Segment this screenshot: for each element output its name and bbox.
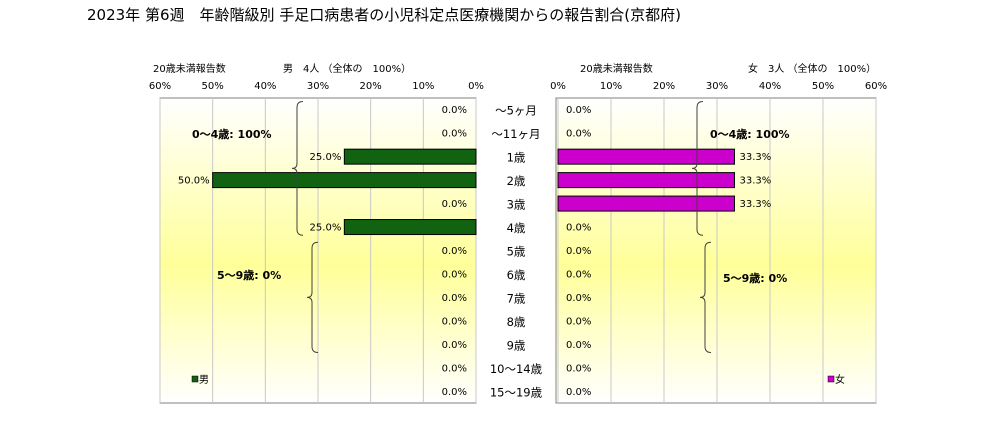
category-label: 8歳 bbox=[507, 315, 526, 329]
bar bbox=[557, 172, 735, 189]
data-label: 0.0% bbox=[442, 293, 467, 304]
bar bbox=[343, 148, 477, 165]
category-label: 7歳 bbox=[507, 291, 526, 305]
female-panel: 0% 10% 20% 30% 40% 50% 60% 20歳未満報告数 女 3人 （全体の 10… bbox=[550, 62, 887, 404]
data-label: 0.0% bbox=[566, 316, 591, 327]
data-label: 33.3% bbox=[739, 199, 771, 210]
age-bracket bbox=[699, 241, 712, 354]
data-label: 0.0% bbox=[566, 246, 591, 257]
legend-swatch bbox=[827, 375, 835, 383]
tick-label: 50% bbox=[812, 81, 834, 92]
category-labels: ～5ヶ月 ～11ヶ月 1歳 2歳 3歳 4歳 5歳 6歳 7歳 8歳 9歳 10～14歳 15～19歳 bbox=[490, 104, 543, 400]
age-bracket bbox=[691, 101, 704, 236]
category-label: 3歳 bbox=[507, 198, 526, 212]
tick-label: 50% bbox=[202, 81, 224, 92]
subtitle-left: 20歳未満報告数 bbox=[153, 62, 226, 75]
data-label: 0.0% bbox=[566, 363, 591, 374]
subtitle-left: 20歳未満報告数 bbox=[580, 62, 653, 75]
category-label: 2歳 bbox=[507, 174, 526, 188]
subtitle-right: 女 3人 （全体の 100%） bbox=[748, 62, 876, 75]
data-label: 50.0% bbox=[178, 176, 210, 187]
bracket-label: 5～9歳: 0% bbox=[217, 268, 281, 282]
tick-label: 60% bbox=[149, 81, 171, 92]
male-panel: 60% 50% 40% 30% 20% 10% 0% 20歳未満報告数 男 4人 （全体の 10… bbox=[149, 62, 484, 404]
data-label: 0.0% bbox=[442, 246, 467, 257]
data-label: 0.0% bbox=[442, 363, 467, 374]
category-label: 5歳 bbox=[507, 245, 526, 259]
tick-label: 0% bbox=[468, 81, 484, 92]
tick-label: 60% bbox=[865, 81, 887, 92]
data-label: 0.0% bbox=[566, 223, 591, 234]
data-label: 33.3% bbox=[739, 176, 771, 187]
bar bbox=[557, 148, 735, 165]
legend-label: 女 bbox=[835, 373, 845, 386]
bracket-label: 0～4歳: 100% bbox=[710, 127, 790, 141]
chart-title: 2023年 第6週 年齢階級別 手足口病患者の小児科定点医療機関からの報告割合(… bbox=[87, 6, 681, 24]
data-label: 25.0% bbox=[310, 152, 342, 163]
age-bracket bbox=[306, 241, 319, 354]
bracket-label: 0～4歳: 100% bbox=[192, 127, 272, 141]
tick-label: 20% bbox=[360, 81, 382, 92]
category-label: 1歳 bbox=[507, 151, 526, 165]
tick-label: 40% bbox=[254, 81, 276, 92]
bar bbox=[212, 172, 477, 189]
data-label: 0.0% bbox=[442, 340, 467, 351]
tick-label: 40% bbox=[759, 81, 781, 92]
data-label: 0.0% bbox=[566, 269, 591, 280]
tick-label: 30% bbox=[706, 81, 728, 92]
data-label: 0.0% bbox=[442, 316, 467, 327]
data-label: 0.0% bbox=[566, 293, 591, 304]
data-label: 0.0% bbox=[442, 105, 467, 116]
bar bbox=[557, 195, 735, 212]
data-label: 0.0% bbox=[566, 387, 591, 398]
plot-area bbox=[555, 97, 877, 404]
tick-label: 10% bbox=[600, 81, 622, 92]
tick-label: 30% bbox=[307, 81, 329, 92]
category-label: 15～19歳 bbox=[490, 385, 543, 399]
data-label: 33.3% bbox=[739, 152, 771, 163]
category-label: 4歳 bbox=[507, 221, 526, 235]
data-label: 0.0% bbox=[442, 199, 467, 210]
category-label: 10～14歳 bbox=[490, 362, 543, 376]
data-label: 0.0% bbox=[442, 129, 467, 140]
data-label: 0.0% bbox=[566, 105, 591, 116]
category-label: ～5ヶ月 bbox=[495, 104, 537, 118]
tick-label: 0% bbox=[550, 81, 566, 92]
data-label: 0.0% bbox=[566, 129, 591, 140]
data-label: 0.0% bbox=[566, 340, 591, 351]
age-bracket bbox=[291, 101, 304, 236]
tick-label: 20% bbox=[653, 81, 675, 92]
data-label: 0.0% bbox=[442, 269, 467, 280]
legend-label: 男 bbox=[199, 374, 209, 386]
bracket-label: 5～9歳: 0% bbox=[723, 271, 787, 285]
tick-label: 10% bbox=[412, 81, 434, 92]
bar bbox=[343, 219, 477, 236]
data-label: 0.0% bbox=[442, 387, 467, 398]
subtitle-right: 男 4人 （全体の 100%） bbox=[283, 62, 411, 75]
category-label: 9歳 bbox=[507, 338, 526, 352]
category-label: 6歳 bbox=[507, 268, 526, 282]
category-label: ～11ヶ月 bbox=[491, 127, 540, 141]
legend-swatch bbox=[191, 375, 199, 383]
data-label: 25.0% bbox=[310, 223, 342, 234]
